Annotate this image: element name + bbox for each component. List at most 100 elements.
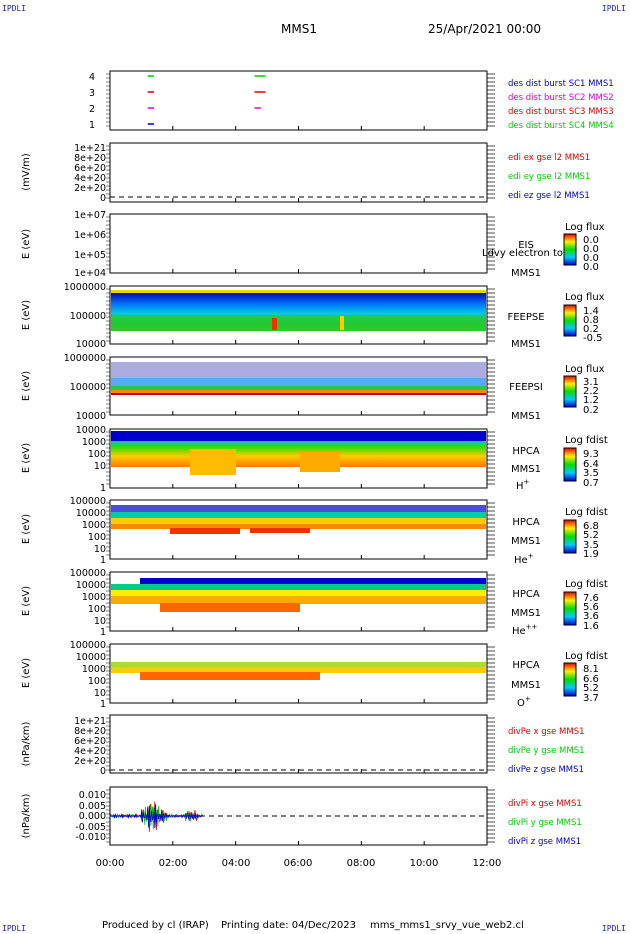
y-tick: 0.005 xyxy=(79,801,106,812)
hpca-h-inst: HPCA xyxy=(512,446,540,457)
y-tick: 100 xyxy=(88,604,106,615)
y-tick: 4e+20 xyxy=(74,746,106,757)
species-h: H+ xyxy=(516,478,530,492)
y-tick: 10 xyxy=(94,688,106,699)
cbar-tick: 1.2 xyxy=(583,395,599,406)
species-labels: H+ He+ He++ O+ xyxy=(512,478,538,709)
hpca-o-colorbar xyxy=(563,662,577,697)
y-tick: 100000 xyxy=(70,496,106,507)
y-tick: 100000 xyxy=(70,311,106,322)
y-tick: 1e+06 xyxy=(74,230,106,241)
y-tick: 10000 xyxy=(76,411,106,422)
legend-divpe-x: divPe x gse MMS1 xyxy=(508,727,585,737)
y-tick: 10000 xyxy=(76,508,106,519)
y-tick: 1000 xyxy=(82,664,106,675)
cbar-tick: 3.1 xyxy=(583,377,599,388)
cbar-tick: 9.3 xyxy=(583,449,599,460)
cbar-tick: 1.4 xyxy=(583,306,599,317)
hpca-hepp-ylabel: E (eV) xyxy=(21,586,32,616)
cbar-tick: 5.2 xyxy=(583,530,599,541)
cbar-tick: 8.1 xyxy=(583,664,599,675)
divpe-ylabel: (nPa/km) xyxy=(21,722,32,767)
hpca-he-sc: MMS1 xyxy=(511,536,541,547)
panel-divpe-frame xyxy=(109,714,488,774)
y-tick: 6e+20 xyxy=(74,736,106,747)
colorbar-ticks: 0.0 0.0 0.0 0.0 1.4 0.8 0.2 -0.5 3.1 2.2… xyxy=(583,235,603,704)
panel-eis-frame xyxy=(109,213,488,274)
cbar-tick: 7.6 xyxy=(583,593,599,604)
cbar-tick: 5.6 xyxy=(583,602,599,613)
x-tick: 12:00 xyxy=(473,858,502,869)
y-tick: 8e+20 xyxy=(74,726,106,737)
y-tick: 1000000 xyxy=(64,353,106,364)
hpca-hepp-sc: MMS1 xyxy=(511,608,541,619)
cbar-tick: 0.2 xyxy=(583,405,599,416)
y-tick: 0 xyxy=(100,766,106,777)
cbar-tick: 0.7 xyxy=(583,478,599,489)
legend-edi-ez: edi ez gse l2 MMS1 xyxy=(508,191,590,201)
y-tick: 0.010 xyxy=(79,790,106,801)
corner-label-tl: IPDLI xyxy=(2,4,27,13)
y-tick: 1000 xyxy=(82,520,106,531)
cbar-tick: 3.6 xyxy=(583,611,599,622)
eis-colorbar xyxy=(563,233,577,266)
y-tick: 1 xyxy=(89,120,95,131)
hpca-he-cbar-title: Log fdist xyxy=(565,507,608,518)
feepse-sc: MMS1 xyxy=(511,339,541,350)
feepse-colorbar xyxy=(563,304,577,337)
species-o: O+ xyxy=(517,695,531,709)
x-tick: 06:00 xyxy=(284,858,313,869)
eis-ylabel: E (eV) xyxy=(21,229,32,259)
y-tick-labels: 4 3 2 1 1e+21 8e+20 6e+20 4e+20 2e+20 0 … xyxy=(64,72,106,843)
y-tick: 4e+20 xyxy=(74,173,106,184)
cbar-tick: 0.8 xyxy=(583,315,599,326)
x-tick-labels: 00:00 02:00 04:00 06:00 08:00 10:00 12:0… xyxy=(96,858,502,869)
legend-divpi-z: divPi z gse MMS1 xyxy=(508,837,581,847)
eis-overlay-text: Ldvy electron to xyxy=(482,248,563,259)
colorbar-titles: Log flux Log flux Log flux Log fdist Log… xyxy=(565,222,608,662)
y-tick: 10000 xyxy=(76,652,106,663)
dynamic-marks xyxy=(106,73,495,845)
cbar-tick: 3.7 xyxy=(583,693,599,704)
eis-cbar-title: Log flux xyxy=(565,222,605,233)
x-tick: 04:00 xyxy=(222,858,251,869)
legend-divpe-y: divPe y gse MMS1 xyxy=(508,746,585,756)
y-tick: 1e+04 xyxy=(74,268,106,279)
corner-label-tr: IPDLI xyxy=(601,4,626,13)
hpca-o-ylabel: E (eV) xyxy=(21,658,32,688)
y-tick: 1e+05 xyxy=(74,250,106,261)
legend-edi-ex: edi ex gse l2 MMS1 xyxy=(508,153,590,163)
x-tick: 08:00 xyxy=(347,858,376,869)
y-tick: 1 xyxy=(100,483,106,494)
species-he: He+ xyxy=(514,552,534,566)
legend-sc1: des dist burst SC1 MMS1 xyxy=(508,79,614,89)
feepsi-spectrogram xyxy=(111,362,486,395)
cbar-tick: 0.0 xyxy=(583,262,599,273)
divpi-ylabel: (nPa/km) xyxy=(21,794,32,839)
eis-inst: EIS xyxy=(518,240,534,251)
header-spacecraft: MMS1 xyxy=(281,22,317,36)
y-tick: 100 xyxy=(88,532,106,543)
y-tick: 3 xyxy=(89,88,95,99)
hpca-o-sc: MMS1 xyxy=(511,680,541,691)
legend-divpi-y: divPi y gse MMS1 xyxy=(508,818,582,828)
y-tick: 1 xyxy=(100,555,106,566)
panel-edi-frame xyxy=(109,142,488,203)
x-tick: 00:00 xyxy=(96,858,125,869)
y-tick: 1000 xyxy=(82,437,106,448)
corner-label-bl: IPDLI xyxy=(2,924,27,933)
y-tick: -0.005 xyxy=(75,822,106,833)
hpca-h-spectrogram xyxy=(111,431,486,475)
y-tick: 2e+20 xyxy=(74,756,106,767)
y-tick: 100000 xyxy=(70,568,106,579)
eis-sc: MMS1 xyxy=(511,268,541,279)
y-tick: 1000 xyxy=(82,592,106,603)
corner-label-br: IPDLI xyxy=(601,924,626,933)
y-tick: 2 xyxy=(89,104,95,115)
hpca-he-colorbar xyxy=(563,519,577,554)
feepsi-cbar-title: Log flux xyxy=(565,364,605,375)
cbar-tick: 0.2 xyxy=(583,324,599,335)
y-tick: 6e+20 xyxy=(74,163,106,174)
y-tick: 1e+21 xyxy=(74,143,106,154)
x-tick: 02:00 xyxy=(159,858,188,869)
